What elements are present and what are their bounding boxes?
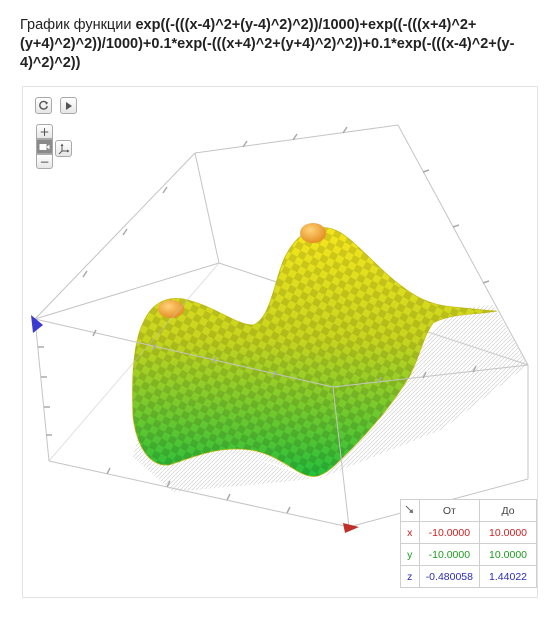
range-row-y: y -10.0000 10.0000 (400, 543, 537, 566)
range-row-z: z -0.480058 1.44022 (400, 565, 537, 588)
reset-button[interactable] (35, 97, 52, 114)
range-x-from[interactable]: -10.0000 (418, 521, 481, 544)
range-header-to: До (479, 499, 537, 522)
range-row-x: x -10.0000 10.0000 (400, 521, 537, 544)
play-icon (66, 101, 72, 110)
axes-move-icon (58, 143, 69, 154)
z-axis-arrow (31, 315, 43, 333)
surface-scene[interactable] (23, 87, 537, 597)
arrow-icon (405, 505, 414, 513)
range-x-to[interactable]: 10.0000 (479, 521, 537, 544)
zoom-in-button[interactable]: + (36, 124, 53, 139)
range-axis-label: x (400, 521, 420, 544)
zoom-out-button[interactable]: − (36, 154, 53, 169)
camera-button[interactable] (36, 139, 53, 154)
peak-right (300, 223, 326, 243)
range-header-from: От (418, 499, 481, 522)
move-axes-button[interactable] (55, 140, 72, 157)
range-y-from[interactable]: -10.0000 (418, 543, 481, 566)
range-z-from[interactable]: -0.480058 (418, 565, 481, 588)
plot-3d-viewer[interactable]: + − От До (22, 86, 538, 598)
range-table: От До x -10.0000 10.0000 y -10.0000 10.0… (400, 499, 537, 588)
title-prefix: График функции (20, 17, 136, 33)
page-title: График функции exp((-(((x-4)^2+(y-4)^2)^… (20, 16, 535, 73)
range-axis-label: y (400, 543, 420, 566)
play-button[interactable] (60, 97, 77, 114)
zoom-controls: + − (36, 124, 53, 169)
x-axis-arrow (343, 523, 359, 533)
range-axis-label: z (400, 565, 420, 588)
range-header-row: От До (400, 499, 537, 522)
range-corner[interactable] (400, 499, 420, 522)
range-y-to[interactable]: 10.0000 (479, 543, 537, 566)
peak-left (158, 300, 184, 318)
refresh-icon (39, 100, 49, 110)
range-z-to[interactable]: 1.44022 (479, 565, 537, 588)
axis-ticks (38, 126, 490, 514)
function-surface (132, 223, 498, 477)
camera-icon (39, 143, 50, 150)
title-function: exp((-(((x-4)^2+(y-4)^2)^2))/1000)+exp((… (20, 17, 515, 71)
